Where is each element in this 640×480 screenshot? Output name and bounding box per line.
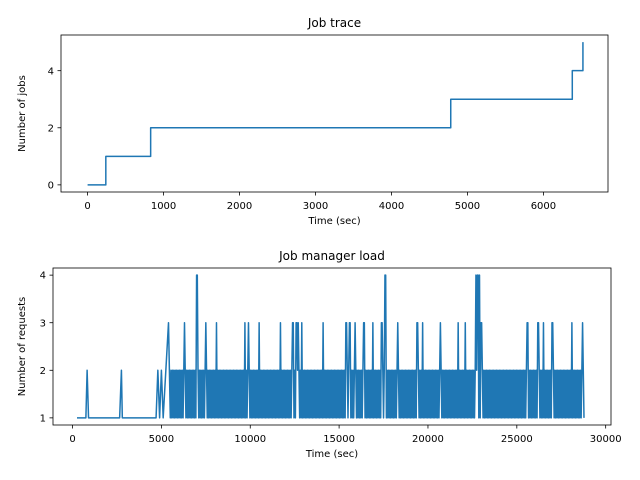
x-tick-label: 30000 bbox=[590, 434, 622, 445]
y-axis-label: Number of requests bbox=[17, 297, 28, 396]
job-trace-axes: 0 1000 2000 3000 4000 5000 6000 0 2 4 Job trace Tim… bbox=[17, 16, 609, 227]
y-tick-label: 2 bbox=[48, 123, 54, 134]
y-tick-label: 1 bbox=[40, 413, 46, 424]
job-manager-load-axes: 0 5000 10000 15000 20000 25000 30000 1 2 3 4 Job ma… bbox=[17, 249, 622, 460]
x-tick-label: 6000 bbox=[531, 201, 556, 212]
y-tick-label: 2 bbox=[40, 366, 46, 377]
x-tick-label: 25000 bbox=[501, 434, 533, 445]
x-tick-label: 0 bbox=[69, 434, 75, 445]
x-tick-label: 5000 bbox=[149, 434, 174, 445]
y-tick-label: 0 bbox=[48, 180, 54, 191]
x-tick-label: 10000 bbox=[234, 434, 266, 445]
y-axis-label: Number of jobs bbox=[17, 75, 28, 152]
y-tick-label: 3 bbox=[40, 318, 46, 329]
axes-frame bbox=[60, 34, 609, 193]
x-tick-label: 3000 bbox=[303, 201, 328, 212]
series-line bbox=[76, 274, 585, 419]
chart-title: Job manager load bbox=[278, 249, 385, 263]
x-tick-label: 20000 bbox=[412, 434, 444, 445]
x-axis-label: Time (sec) bbox=[307, 216, 360, 227]
series-line bbox=[87, 42, 584, 186]
chart-title: Job trace bbox=[307, 16, 361, 30]
x-tick-label: 4000 bbox=[379, 201, 404, 212]
x-tick-label: 2000 bbox=[227, 201, 252, 212]
x-axis-label: Time (sec) bbox=[305, 449, 358, 460]
x-tick-label: 0 bbox=[84, 201, 90, 212]
axes-frame bbox=[52, 267, 612, 426]
x-tick-label: 5000 bbox=[455, 201, 480, 212]
x-tick-label: 1000 bbox=[151, 201, 176, 212]
y-tick-label: 4 bbox=[40, 271, 46, 282]
x-tick-label: 15000 bbox=[323, 434, 355, 445]
y-tick-label: 4 bbox=[48, 66, 54, 77]
